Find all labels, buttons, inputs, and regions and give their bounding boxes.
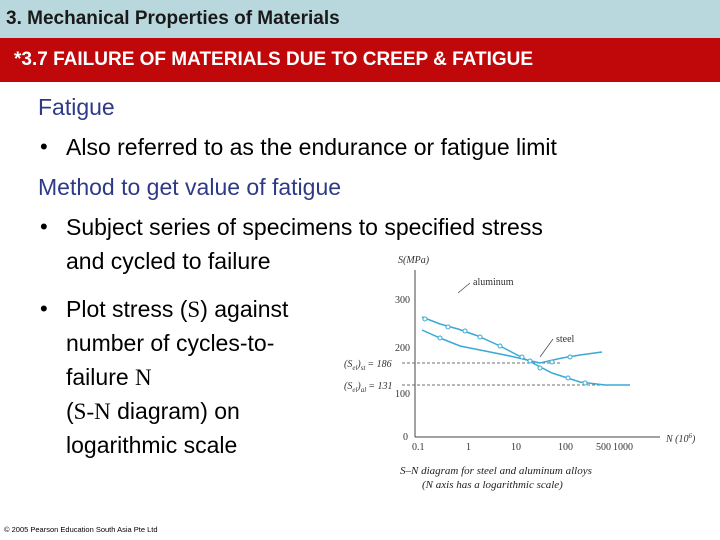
figure-caption-line2: (N axis has a logarithmic scale) bbox=[422, 479, 563, 491]
data-point bbox=[565, 375, 571, 381]
steel-leader bbox=[539, 338, 554, 358]
series-label-aluminum: aluminum bbox=[473, 277, 514, 288]
bullet-plot-line5: logarithmic scale bbox=[66, 432, 238, 458]
aluminum-curve bbox=[421, 316, 630, 386]
y-tick: 100 bbox=[395, 389, 410, 400]
steel-endurance-annotation: (Sel)st = 186 bbox=[344, 359, 392, 372]
aluminum-leader bbox=[457, 282, 471, 294]
section-title: *3.7 FAILURE OF MATERIALS DUE TO CREEP &… bbox=[14, 49, 534, 70]
data-point bbox=[527, 358, 533, 364]
bullet-plot-line3: failure N bbox=[66, 364, 152, 390]
bullet-dot: • bbox=[40, 134, 48, 159]
data-point bbox=[519, 354, 525, 360]
x-axis-label: N (106) bbox=[665, 432, 696, 445]
x-tick: 500 bbox=[596, 442, 611, 453]
bullet-plot-line2: number of cycles-to- bbox=[66, 330, 275, 356]
bullet-dot: • bbox=[40, 296, 48, 321]
x-tick: 0.1 bbox=[412, 442, 425, 453]
data-point bbox=[537, 365, 543, 371]
bullet-plot-line4: (S-N diagram) on bbox=[66, 398, 240, 424]
bullet-plot-line1: Plot stress (S) against bbox=[66, 296, 289, 322]
figure-caption-line1: S–N diagram for steel and aluminum alloy… bbox=[400, 465, 592, 477]
data-point bbox=[445, 324, 451, 330]
aluminum-endurance-annotation: (Sel)al = 131 bbox=[344, 381, 392, 394]
data-point bbox=[582, 380, 588, 386]
bullet-subject-line2: and cycled to failure bbox=[66, 248, 271, 274]
data-point bbox=[497, 343, 503, 349]
y-tick: 300 bbox=[395, 295, 410, 306]
data-point bbox=[422, 316, 428, 322]
x-tick: 1000 bbox=[613, 442, 633, 453]
section-bar: *3.7 FAILURE OF MATERIALS DUE TO CREEP &… bbox=[0, 38, 720, 82]
data-point bbox=[567, 354, 573, 360]
sn-diagram: S(MPa) 300 200 100 0 0.1 1 10 100 500 10… bbox=[344, 255, 696, 453]
data-point bbox=[437, 335, 443, 341]
y-axis-label: S(MPa) bbox=[398, 255, 430, 266]
bullet-dot: • bbox=[40, 214, 48, 239]
y-tick: 200 bbox=[395, 343, 410, 354]
steel-curve bbox=[421, 329, 603, 364]
heading-method: Method to get value of fatigue bbox=[38, 174, 342, 200]
data-point bbox=[477, 334, 483, 340]
x-tick: 100 bbox=[558, 442, 573, 453]
chapter-title: 3. Mechanical Properties of Materials bbox=[6, 8, 340, 29]
y-tick: 0 bbox=[403, 432, 408, 443]
x-tick: 1 bbox=[466, 442, 471, 453]
copyright-notice: © 2005 Pearson Education South Asia Pte … bbox=[4, 525, 158, 534]
bullet-subject-line1: Subject series of specimens to specified… bbox=[66, 214, 543, 240]
heading-fatigue: Fatigue bbox=[38, 94, 115, 120]
x-tick: 10 bbox=[511, 442, 521, 453]
data-point bbox=[549, 359, 555, 365]
sn-diagram-figure: S(MPa) 300 200 100 0 0.1 1 10 100 500 10… bbox=[330, 245, 720, 495]
series-label-steel: steel bbox=[556, 334, 575, 345]
header-bar: 3. Mechanical Properties of Materials bbox=[0, 0, 720, 38]
data-point bbox=[462, 328, 468, 334]
bullet-endurance: Also referred to as the endurance or fat… bbox=[66, 134, 557, 160]
